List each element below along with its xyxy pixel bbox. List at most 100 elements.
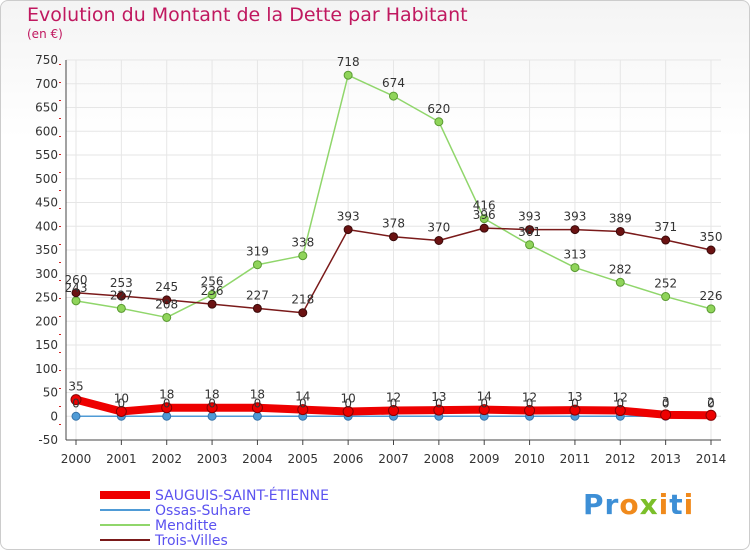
legend-label-trois-villes: Trois-Villes xyxy=(154,533,228,549)
point-sauguis-saint-etienne xyxy=(705,409,717,421)
data-label-trois-villes: 227 xyxy=(246,288,269,302)
point-menditte xyxy=(71,296,81,306)
data-label-ossas-suhare: 0 xyxy=(72,396,80,410)
data-label-sauguis-saint-etienne: 35 xyxy=(68,380,83,394)
unit-label: (en €) xyxy=(27,27,63,41)
point-trois-villes xyxy=(615,226,625,236)
data-labels: 2432272082563193387186746204163613132822… xyxy=(65,55,723,410)
point-trois-villes xyxy=(116,291,126,301)
y-tick-label: 200 xyxy=(35,314,58,328)
data-label-sauguis-saint-etienne: 10 xyxy=(341,392,356,406)
point-sauguis-saint-etienne xyxy=(660,409,672,421)
legend: SAUGUIS-SAINT-ÉTIENNEOssas-SuhareMenditt… xyxy=(100,487,329,549)
point-trois-villes xyxy=(298,308,308,318)
point-menditte xyxy=(389,91,398,101)
y-tick-label: -50 xyxy=(38,433,58,447)
x-tick-label: 2009 xyxy=(469,452,500,466)
data-label-trois-villes: 371 xyxy=(654,220,677,234)
data-label-sauguis-saint-etienne: 18 xyxy=(250,388,265,402)
data-label-sauguis-saint-etienne: 2 xyxy=(707,395,715,409)
data-label-sauguis-saint-etienne: 14 xyxy=(295,390,310,404)
point-sauguis-saint-etienne xyxy=(115,406,127,417)
point-trois-villes xyxy=(706,245,716,255)
legend-label-menditte: Menditte xyxy=(155,518,217,534)
x-tick-label: 2004 xyxy=(242,452,273,466)
y-tick-label: 750 xyxy=(35,53,58,67)
point-ossas-suhare xyxy=(71,411,81,421)
data-label-ossas-suhare: 0 xyxy=(571,396,579,410)
y-tick-label: 450 xyxy=(35,196,58,210)
data-label-trois-villes: 245 xyxy=(155,280,178,294)
data-label-menditte: 338 xyxy=(291,236,314,250)
point-sauguis-saint-etienne xyxy=(478,404,490,416)
point-sauguis-saint-etienne xyxy=(70,394,82,406)
data-label-trois-villes: 350 xyxy=(700,230,723,244)
point-menditte xyxy=(434,117,444,127)
point-trois-villes xyxy=(389,232,398,242)
x-tick-label: 2006 xyxy=(333,452,364,466)
point-menditte xyxy=(252,260,262,270)
data-label-menditte: 208 xyxy=(155,297,178,311)
data-label-ossas-suhare: 0 xyxy=(118,396,126,410)
y-tick-label: 350 xyxy=(35,243,58,257)
x-tick-label: 2008 xyxy=(424,452,455,466)
point-trois-villes xyxy=(525,225,535,235)
point-trois-villes xyxy=(661,235,671,245)
data-label-trois-villes: 393 xyxy=(563,210,586,224)
data-label-sauguis-saint-etienne: 13 xyxy=(567,390,582,404)
data-label-menditte: 718 xyxy=(337,55,360,69)
data-label-sauguis-saint-etienne: 12 xyxy=(386,391,401,405)
data-label-ossas-suhare: 0 xyxy=(208,396,216,410)
x-tick-label: 2000 xyxy=(61,452,92,466)
point-sauguis-saint-etienne xyxy=(206,402,218,414)
data-label-sauguis-saint-etienne: 13 xyxy=(431,390,446,404)
x-tick-label: 2014 xyxy=(696,452,727,466)
data-label-ossas-suhare: 0 xyxy=(163,396,171,410)
point-menditte xyxy=(661,292,671,302)
data-label-menditte: 620 xyxy=(427,102,450,116)
data-label-trois-villes: 389 xyxy=(609,211,632,225)
point-ossas-suhare xyxy=(252,411,262,421)
point-sauguis-saint-etienne xyxy=(433,404,445,416)
point-menditte xyxy=(116,303,126,313)
data-label-sauguis-saint-etienne: 18 xyxy=(159,388,174,402)
point-ossas-suhare xyxy=(207,411,217,421)
x-tick-label: 2007 xyxy=(378,452,409,466)
y-tick-label: 400 xyxy=(35,219,58,233)
x-tick-label: 2003 xyxy=(197,452,228,466)
point-menditte xyxy=(207,290,217,300)
proxiti-logo: Proxiti xyxy=(583,488,695,521)
data-label-ossas-suhare: 0 xyxy=(526,396,534,410)
x-tick-label: 2013 xyxy=(650,452,681,466)
point-trois-villes xyxy=(434,236,444,245)
y-tick-label: 650 xyxy=(35,101,58,115)
data-label-trois-villes: 236 xyxy=(201,284,224,298)
y-tick-label: 600 xyxy=(35,124,58,138)
point-ossas-suhare xyxy=(162,411,172,421)
data-label-menditte: 226 xyxy=(700,289,723,303)
y-tick-label: 250 xyxy=(35,291,58,305)
point-trois-villes xyxy=(207,299,217,309)
data-label-sauguis-saint-etienne: 10 xyxy=(114,392,129,406)
x-tick-label: 2012 xyxy=(605,452,636,466)
axes: -500501001502002503003504004505005506006… xyxy=(35,53,726,466)
data-label-trois-villes: 370 xyxy=(427,221,450,235)
x-tick-label: 2010 xyxy=(514,452,545,466)
data-label-menditte: 227 xyxy=(110,288,133,302)
data-label-ossas-suhare: 0 xyxy=(254,396,262,410)
point-trois-villes xyxy=(162,295,172,305)
point-trois-villes xyxy=(71,288,81,298)
data-label-ossas-suhare: 0 xyxy=(662,396,670,410)
x-tick-label: 2005 xyxy=(288,452,319,466)
point-menditte xyxy=(615,277,625,287)
data-label-menditte: 416 xyxy=(473,199,496,213)
y-tick-label: 150 xyxy=(35,338,58,352)
data-label-ossas-suhare: 0 xyxy=(344,396,352,410)
data-label-menditte: 252 xyxy=(654,277,677,291)
data-label-menditte: 361 xyxy=(518,225,541,239)
point-sauguis-saint-etienne xyxy=(614,405,626,417)
point-sauguis-saint-etienne xyxy=(524,405,536,417)
data-label-menditte: 256 xyxy=(201,275,224,289)
data-label-trois-villes: 393 xyxy=(337,210,360,224)
